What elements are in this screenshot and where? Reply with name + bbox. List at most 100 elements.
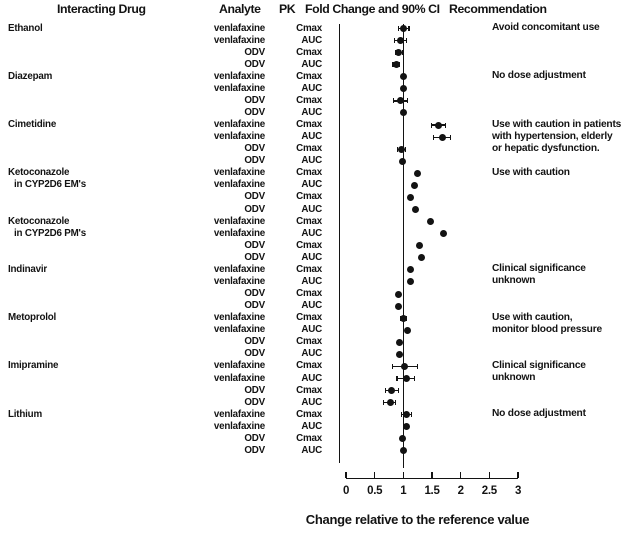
- reference-line: [402, 24, 404, 468]
- pk-label: AUC: [301, 203, 322, 215]
- data-point-dot: [396, 37, 404, 45]
- data-point-dot: [438, 133, 446, 141]
- analyte-label: ODV: [244, 336, 265, 348]
- analyte-label: ODV: [244, 191, 265, 203]
- drug-label: Cimetidine: [8, 119, 57, 131]
- data-point-dot: [395, 350, 403, 358]
- analyte-label: venlafaxine: [213, 420, 265, 432]
- pk-label: AUC: [301, 106, 322, 118]
- ci-cap-right: [395, 400, 397, 406]
- analyte-label: venlafaxine: [213, 324, 265, 336]
- ci-cap-left: [391, 363, 394, 369]
- pk-label: Cmax: [296, 119, 322, 131]
- ci-cap-left: [401, 412, 403, 418]
- x-axis-title: Change relative to the reference value: [305, 512, 530, 527]
- analyte-label: ODV: [244, 432, 265, 444]
- pk-label: Cmax: [296, 70, 322, 82]
- recommendation-text: or hepatic dysfunction.: [492, 142, 600, 154]
- x-axis-tick: [517, 471, 519, 478]
- analyte-label: ODV: [244, 143, 265, 155]
- x-axis-tick-label: 1: [400, 485, 407, 497]
- analyte-label: venlafaxine: [213, 70, 265, 82]
- pk-label: Cmax: [296, 336, 322, 348]
- analyte-label: venlafaxine: [213, 312, 265, 324]
- analyte-label: ODV: [244, 203, 265, 215]
- pk-label: AUC: [301, 348, 322, 360]
- pk-label: AUC: [301, 300, 322, 312]
- recommendation-text: Use with caution,: [492, 311, 573, 323]
- pk-label: AUC: [301, 275, 322, 287]
- pk-label: AUC: [301, 444, 322, 456]
- analyte-label: venlafaxine: [213, 119, 265, 131]
- x-axis-tick-label: 2: [457, 485, 464, 497]
- ci-cap-right: [407, 98, 409, 104]
- ci-cap-left: [393, 98, 395, 104]
- pk-label: Cmax: [296, 384, 322, 396]
- analyte-label: venlafaxine: [213, 131, 265, 143]
- drug-label: Ethanol: [8, 22, 43, 34]
- recommendation-text: No dose adjustment: [492, 70, 586, 82]
- x-axis-tick-label: 2.5: [481, 485, 497, 497]
- ci-cap-right: [411, 412, 413, 418]
- drug-label: Indinavir: [8, 263, 48, 275]
- data-point-dot: [439, 230, 447, 238]
- data-point-dot: [434, 121, 442, 129]
- data-point-dot: [399, 447, 407, 455]
- drug-label: Diazepam: [8, 70, 53, 82]
- x-axis-tick: [374, 471, 376, 478]
- header-analyte: Analyte: [219, 2, 261, 16]
- pk-label: Cmax: [296, 215, 322, 227]
- data-point-dot: [411, 181, 419, 189]
- analyte-label: ODV: [244, 288, 265, 300]
- ci-cap-left: [396, 376, 398, 382]
- pk-label: Cmax: [296, 22, 322, 34]
- x-axis-tick-label: 0: [342, 485, 350, 497]
- pk-label: Cmax: [296, 143, 322, 155]
- analyte-label: venlafaxine: [213, 360, 265, 372]
- drug-label: Ketoconazole: [8, 215, 70, 227]
- pk-label: Cmax: [296, 288, 322, 300]
- analyte-label: ODV: [244, 444, 265, 456]
- analyte-label: venlafaxine: [213, 227, 265, 239]
- pk-label: Cmax: [296, 94, 322, 106]
- drug-label: in CYP2D6 PM's: [14, 227, 86, 239]
- analyte-label: ODV: [244, 300, 265, 312]
- analyte-label: ODV: [244, 155, 265, 167]
- recommendation-text: unknown: [492, 372, 536, 384]
- pk-label: AUC: [301, 251, 322, 263]
- data-point-dot: [399, 25, 407, 32]
- data-point-dot: [399, 157, 407, 165]
- recommendation-text: Use with caution in patients: [492, 118, 622, 130]
- data-point-dot: [407, 278, 415, 286]
- pk-label: Cmax: [296, 408, 322, 420]
- pk-label: AUC: [301, 227, 322, 239]
- data-point-dot: [400, 314, 408, 322]
- data-point-dot: [404, 326, 412, 334]
- pk-label: Cmax: [296, 167, 322, 179]
- analyte-label: venlafaxine: [213, 34, 265, 46]
- pk-label: Cmax: [296, 239, 322, 251]
- analyte-label: ODV: [244, 106, 265, 118]
- ci-cap-right: [450, 134, 452, 140]
- pk-label: AUC: [301, 58, 322, 70]
- data-point-dot: [400, 109, 408, 117]
- ci-cap-left: [430, 122, 433, 128]
- data-point-dot: [402, 411, 410, 419]
- data-point-dot: [415, 242, 423, 250]
- header-recommendation: Recommendation: [449, 2, 547, 16]
- analyte-label: venlafaxine: [213, 179, 265, 191]
- ci-cap-left: [384, 388, 387, 394]
- data-point-dot: [402, 423, 410, 431]
- analyte-label: ODV: [244, 94, 265, 106]
- data-point-dot: [400, 85, 408, 93]
- header-pk: PK: [279, 2, 296, 16]
- data-point-dot: [400, 73, 408, 81]
- ci-cap-left: [383, 400, 385, 406]
- data-point-dot: [395, 49, 403, 57]
- pk-label: AUC: [301, 131, 322, 143]
- x-axis-tick-label: 3: [514, 485, 522, 497]
- analyte-label: venlafaxine: [213, 372, 265, 384]
- pk-label: AUC: [301, 420, 322, 432]
- ci-cap-left: [394, 38, 396, 44]
